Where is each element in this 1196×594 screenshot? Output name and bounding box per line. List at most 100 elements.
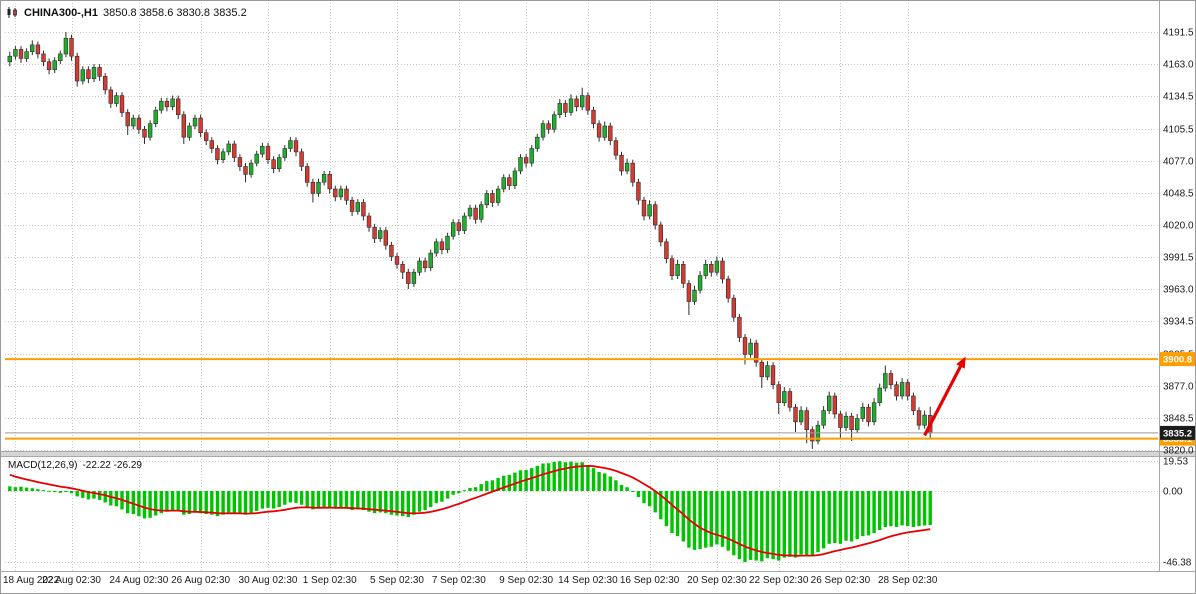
macd-bar: [883, 491, 887, 527]
candle-body: [35, 44, 41, 55]
candle-body: [198, 117, 203, 133]
macd-histogram: [8, 461, 932, 562]
candle-body: [226, 143, 231, 153]
macd-bar: [210, 491, 214, 515]
macd-bar: [704, 491, 708, 548]
candle-body: [591, 109, 596, 124]
macd-signal-line: [9, 464, 931, 557]
candle-body: [894, 384, 899, 397]
macd-bar: [479, 484, 483, 491]
candle-body: [888, 373, 894, 386]
candle-body: [501, 177, 506, 190]
macd-values: -22.22 -26.29: [82, 460, 142, 471]
candle-body: [24, 51, 29, 59]
candle-body: [237, 157, 243, 167]
macd-bar: [19, 486, 23, 491]
macd-bar: [215, 491, 220, 517]
macd-bar: [709, 491, 713, 547]
macd-bar: [726, 491, 730, 551]
time-tick-label: 1 Sep 02:30: [303, 575, 357, 586]
macd-bar: [928, 491, 932, 525]
candle-body: [260, 145, 265, 155]
candle-body: [725, 278, 731, 299]
candle-body: [641, 199, 647, 217]
candle-body: [877, 387, 882, 404]
macd-bar: [821, 491, 826, 549]
macd-bar: [530, 468, 534, 491]
candle-body: [540, 123, 546, 138]
macd-bar: [238, 491, 242, 514]
macd-bar: [266, 491, 270, 508]
candle-body: [349, 199, 355, 212]
macd-bar: [81, 491, 85, 498]
macd-bar: [625, 487, 629, 491]
candle-body: [484, 193, 489, 206]
candle-body: [316, 181, 321, 194]
price-tick-label: 3820.0: [1163, 446, 1194, 457]
candle-body: [787, 391, 793, 408]
candle-body: [697, 275, 703, 291]
candle-body: [333, 188, 338, 198]
macd-bar: [204, 491, 208, 514]
candle-body: [456, 222, 461, 231]
candlestick-series: [7, 32, 933, 449]
macd-bar: [137, 491, 141, 517]
candle-body: [871, 402, 877, 423]
macd-bar: [552, 461, 556, 491]
macd-bar: [249, 491, 253, 514]
macd-bar: [277, 491, 281, 508]
pane-divider[interactable]: [1, 451, 1196, 457]
trend-arrow-shaft[interactable]: [923, 365, 962, 437]
candle-body: [535, 136, 540, 149]
macd-bar: [243, 491, 248, 515]
macd-bar: [170, 491, 175, 511]
macd-tick-label: 19.53: [1163, 457, 1188, 468]
macd-bar: [221, 491, 225, 515]
time-tick-label: 26 Aug 02:30: [171, 575, 230, 586]
macd-bar: [518, 470, 523, 491]
candle-body: [125, 112, 130, 127]
candle-body: [630, 162, 635, 183]
candle-body: [439, 241, 445, 251]
macd-bar: [748, 491, 753, 560]
candle-body: [866, 406, 871, 423]
candle-body: [428, 252, 433, 269]
macd-bar: [765, 491, 770, 559]
candle-body: [153, 109, 158, 124]
candle-body: [669, 258, 675, 276]
macd-bar: [732, 491, 736, 556]
macd-bar: [513, 472, 517, 491]
price-tick-label: 4134.5: [1163, 92, 1194, 103]
candle-body: [7, 55, 13, 63]
candle-body: [826, 395, 832, 411]
candle-body: [512, 170, 518, 186]
price-tick-label: 4048.5: [1163, 188, 1194, 199]
candle-body: [624, 162, 630, 172]
candle-body: [849, 415, 854, 431]
macd-bar: [771, 491, 775, 560]
macd-bar: [653, 491, 657, 513]
candle-body: [63, 37, 69, 55]
macd-bar: [294, 491, 298, 503]
candle-body: [495, 188, 501, 203]
price-tick-label: 4163.0: [1163, 60, 1194, 71]
price-tick-label: 3991.5: [1163, 253, 1194, 264]
candle-body: [282, 148, 287, 158]
macd-bar: [698, 491, 702, 550]
candle-body: [142, 129, 147, 138]
candle-body: [13, 49, 18, 57]
macd-bar: [109, 491, 113, 506]
candle-body: [248, 162, 254, 175]
candle-body: [776, 384, 781, 404]
macd-bar: [760, 491, 764, 562]
candle-body: [243, 166, 248, 175]
macd-bar: [496, 478, 500, 491]
candle-body: [147, 123, 153, 138]
candle-body: [619, 154, 624, 172]
candle-body: [832, 395, 838, 415]
macd-bar: [260, 491, 265, 509]
candle-body: [204, 132, 209, 141]
candle-body: [321, 174, 327, 183]
candle-body: [383, 230, 388, 246]
